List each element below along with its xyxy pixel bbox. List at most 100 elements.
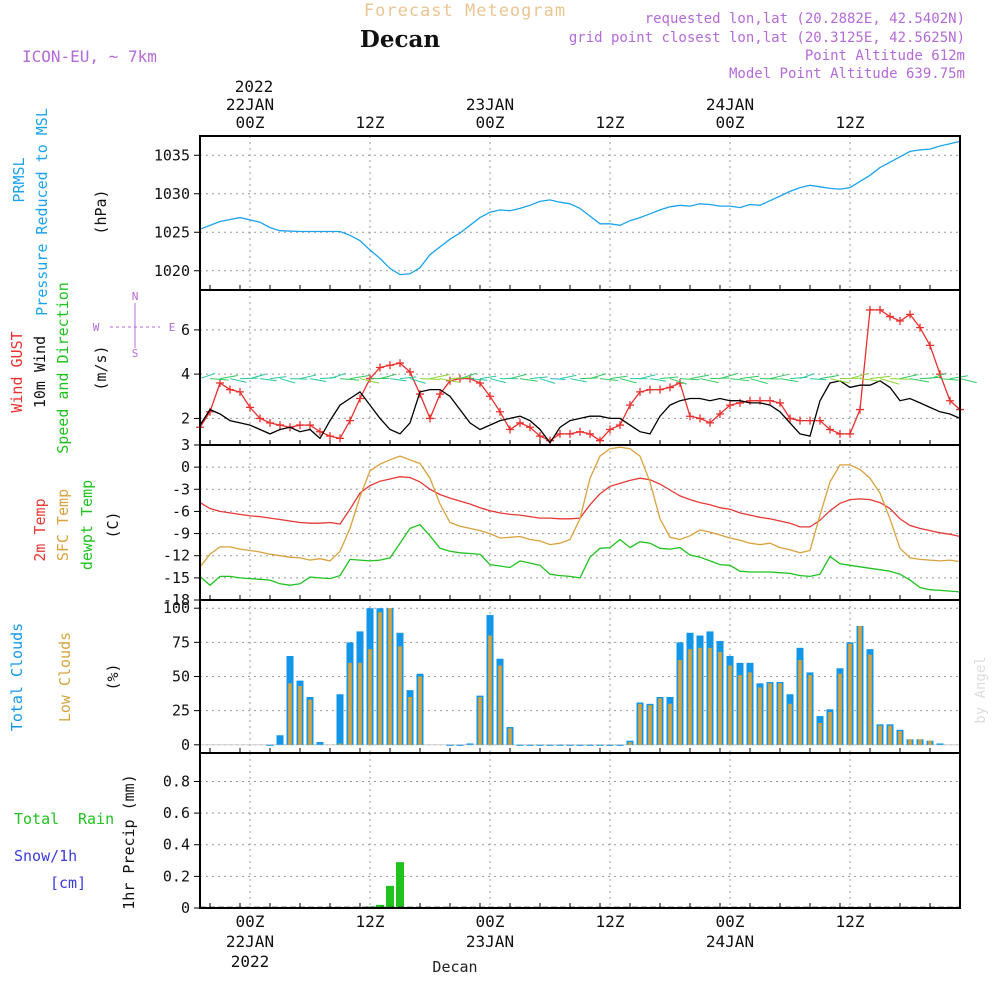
wind-direction-arrow xyxy=(780,379,798,382)
low-cloud-bar xyxy=(308,700,312,745)
gust-point xyxy=(496,408,504,416)
low-cloud-bar xyxy=(778,683,782,744)
label-hpa: (hPa) xyxy=(92,189,110,234)
wind-direction-arrow xyxy=(430,375,449,379)
wind-panel: 246 xyxy=(181,290,977,445)
wind-direction-arrow xyxy=(230,379,247,383)
wind-direction-arrow xyxy=(920,377,939,378)
wind-direction-arrow xyxy=(280,379,295,383)
label-prmsl: PRMSL xyxy=(10,157,28,202)
requested-coords: requested lon,lat (20.2882E, 42.5402N) xyxy=(645,11,965,27)
wind-ytick-label: 6 xyxy=(181,321,190,339)
wind-direction-arrow xyxy=(410,379,426,384)
location-title: Decan xyxy=(360,26,440,53)
temp-panel-labels: 2m Temp SFC Temp dewpt Temp (C) xyxy=(31,480,122,570)
label-rain: Rain xyxy=(78,810,114,828)
wind-direction-arrow xyxy=(560,375,576,378)
low-cloud-bar xyxy=(928,741,932,745)
pressure-series-pressure xyxy=(200,141,960,274)
gust-point xyxy=(576,428,584,436)
rain-bar xyxy=(386,886,394,908)
low-cloud-bar xyxy=(478,697,482,745)
temp-ytick-label: -9 xyxy=(172,525,190,543)
wind-direction-arrow xyxy=(580,378,598,379)
top-axis-time: 12Z xyxy=(596,113,625,132)
low-cloud-bar xyxy=(788,704,792,745)
gust-point xyxy=(566,430,574,438)
gust-point xyxy=(266,419,274,427)
bottom-axis-time: 00Z xyxy=(236,912,265,931)
top-axis-year: 2022 xyxy=(235,77,274,96)
total-cloud-bar xyxy=(597,745,604,746)
wind-direction-arrow xyxy=(810,379,826,380)
low-cloud-bar xyxy=(338,743,342,744)
label-1hr-precip: 1hr Precip (mm) xyxy=(120,774,138,909)
model-point-altitude: Model Point Altitude 639.75m xyxy=(729,66,965,82)
total-cloud-bar xyxy=(617,745,624,746)
total-cloud-bar xyxy=(607,745,614,746)
label-pressure-msl: Pressure Reduced to MSL xyxy=(33,108,51,316)
compass-n: N xyxy=(132,290,139,303)
wind-direction-arrow xyxy=(300,375,316,378)
temp-ytick-label: 3 xyxy=(181,436,190,454)
bottom-axis-time: 12Z xyxy=(356,912,385,931)
footer-location: Decan xyxy=(432,958,477,976)
temp-ytick-label: -3 xyxy=(172,480,190,498)
bottom-axis-time: 12Z xyxy=(596,912,625,931)
total-cloud-bar xyxy=(577,745,584,746)
compass-e: E xyxy=(169,321,176,334)
low-cloud-bar xyxy=(298,686,302,745)
clouds-ytick-label: 100 xyxy=(163,599,190,617)
wind-direction-arrow xyxy=(620,379,636,383)
wind-direction-arrow xyxy=(700,379,719,383)
wind-direction-arrow xyxy=(310,379,326,382)
wind-direction-arrow xyxy=(710,378,730,379)
temp-panel: 30-3-6-9-12-15-18 xyxy=(163,436,960,609)
gust-point xyxy=(926,341,934,349)
label-ms: (m/s) xyxy=(92,345,110,390)
low-cloud-bar xyxy=(678,660,682,745)
precip-ytick-label: 0 xyxy=(181,899,190,917)
low-cloud-bar xyxy=(718,652,722,745)
total-cloud-bar xyxy=(527,745,534,746)
gust-point xyxy=(856,406,864,414)
top-axis-date: 24JAN xyxy=(706,95,754,114)
gust-point xyxy=(786,414,794,422)
low-cloud-bar xyxy=(638,704,642,745)
label-10m-wind: 10m Wind xyxy=(31,336,49,408)
bottom-axis-year: 2022 xyxy=(231,952,270,971)
wind-direction-arrow xyxy=(400,377,416,379)
bottom-axis-time: 12Z xyxy=(836,912,865,931)
gust-point xyxy=(876,306,884,314)
top-axis-date: 23JAN xyxy=(466,95,514,114)
low-cloud-bar xyxy=(818,723,822,745)
total-cloud-bar xyxy=(587,745,594,746)
label-percent: (%) xyxy=(104,663,122,690)
total-cloud-bar xyxy=(337,694,344,745)
low-cloud-bar xyxy=(798,660,802,745)
low-cloud-bar xyxy=(868,655,872,745)
clouds-ytick-label: 75 xyxy=(172,633,190,651)
gust-point xyxy=(506,426,514,434)
wind-direction-arrow xyxy=(730,379,749,381)
gust-point xyxy=(586,430,594,438)
low-cloud-bar xyxy=(808,675,812,745)
gust-point xyxy=(346,417,354,425)
wind-direction-arrow xyxy=(900,375,918,379)
gust-point xyxy=(516,419,524,427)
temp-ytick-label: -15 xyxy=(163,569,190,587)
low-cloud-bar xyxy=(738,675,742,745)
low-cloud-bar xyxy=(918,739,922,744)
low-cloud-bar xyxy=(348,663,352,745)
low-cloud-bar xyxy=(378,612,382,745)
label-speed-direction: Speed and Direction xyxy=(54,282,72,454)
low-cloud-bar xyxy=(858,626,862,745)
precip-frame xyxy=(200,753,960,908)
gust-point xyxy=(766,397,774,405)
precip-ytick-label: 0.6 xyxy=(163,804,190,822)
total-cloud-bar xyxy=(547,745,554,746)
wind-direction-arrow xyxy=(750,379,768,384)
wind-direction-arrow xyxy=(210,379,229,380)
